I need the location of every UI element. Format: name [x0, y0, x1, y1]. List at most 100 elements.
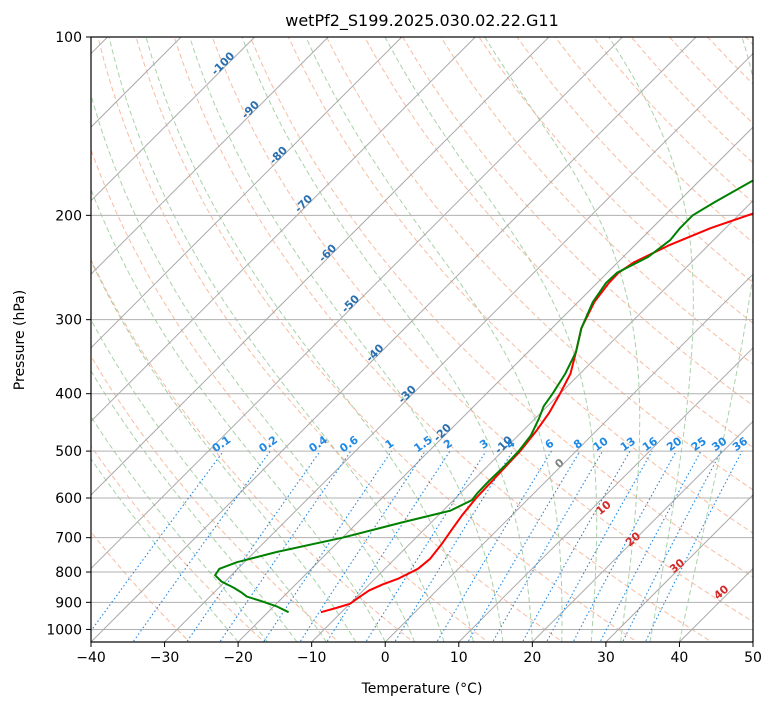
y-tick-label: 600	[55, 491, 82, 507]
moist-adiabat	[384, 37, 598, 642]
y-tick-label: 300	[55, 313, 82, 329]
moist-adiabat	[145, 37, 474, 642]
mixing-ratio-line	[262, 450, 392, 642]
dry-adiabat-label: 40	[711, 582, 731, 602]
mixing-ratio-line	[91, 450, 224, 632]
dry-adiabat	[554, 37, 753, 244]
y-tick-label: 400	[55, 387, 82, 403]
y-tick-label: 800	[55, 565, 82, 581]
x-tick-label: 30	[597, 650, 615, 666]
mixing-ratio-label: 0.1	[210, 433, 233, 455]
dry-adiabat	[287, 37, 753, 534]
x-tick-label: −10	[297, 650, 327, 666]
dry-adiabat	[135, 37, 639, 642]
dry-adiabat	[249, 37, 753, 578]
dry-adiabat	[364, 37, 753, 449]
y-tick-label: 100	[55, 30, 82, 46]
dry-adiabat	[91, 445, 265, 642]
plot-frame	[90, 36, 754, 643]
isotherm-gridline	[311, 199, 753, 642]
isotherm-label: -100	[209, 49, 238, 78]
x-axis-label: Temperature (°C)	[361, 681, 483, 697]
isotherm-label: -60	[316, 241, 339, 264]
dry-adiabat	[744, 37, 753, 46]
dry-adiabat-label: 20	[623, 529, 643, 549]
moist-adiabat	[484, 37, 641, 642]
y-tick-label: 500	[55, 444, 82, 460]
x-tick-label: 0	[381, 650, 390, 666]
isotherm-label: -80	[267, 144, 290, 167]
isotherm-gridline	[91, 37, 623, 570]
dry-adiabat	[668, 37, 753, 125]
isotherm-gridline	[458, 347, 753, 642]
mixing-ratio-line	[644, 450, 743, 642]
y-tick-label: 700	[55, 531, 82, 547]
x-tick-label: 10	[450, 650, 468, 666]
chart-title: wetPf2_S199.2025.030.02.22.G11	[285, 11, 559, 31]
isotherm-gridline	[605, 494, 753, 642]
moist-adiabat	[91, 259, 357, 642]
moist-adiabat	[305, 37, 563, 642]
y-axis-label: Pressure (hPa)	[12, 290, 28, 390]
isotherm-gridline	[91, 37, 476, 423]
dry-adiabat	[630, 37, 753, 164]
mixing-ratio-line	[572, 450, 677, 642]
isotherm-gridline	[164, 52, 753, 642]
x-tick-label: −30	[150, 650, 180, 666]
dry-adiabat	[91, 148, 489, 642]
isotherm-label: -70	[292, 192, 315, 215]
mixing-ratio-label: 6	[543, 437, 557, 452]
isotherm-gridline	[531, 420, 753, 642]
dry-adiabat	[97, 37, 564, 642]
isotherm-label: -90	[239, 98, 262, 121]
moist-adiabat	[108, 37, 445, 642]
mixing-ratio-line	[299, 450, 426, 642]
mixing-ratio-label: 0.6	[337, 433, 361, 455]
y-tick-label: 200	[55, 208, 82, 224]
dry-adiabat-label: 30	[667, 556, 687, 576]
x-tick-label: 50	[744, 650, 762, 666]
moist-adiabat	[91, 318, 327, 642]
mixing-ratio-line	[394, 450, 514, 642]
isotherm-gridline	[237, 126, 753, 642]
y-tick-label: 900	[55, 595, 82, 611]
dry-adiabat-label: 0	[552, 456, 566, 471]
temperature-profile-line	[320, 212, 753, 614]
dewpoint-profile-line	[214, 179, 753, 614]
moist-adiabat	[608, 37, 694, 642]
dry-adiabat	[211, 37, 753, 623]
dry-adiabat	[757, 10, 775, 645]
isotherm-label: -50	[339, 292, 362, 315]
mixing-ratio-line	[132, 450, 271, 642]
mixing-ratio-line	[326, 450, 451, 642]
x-tick-label: 20	[523, 650, 541, 666]
dry-adiabat	[516, 37, 753, 284]
isotherm-gridline	[752, 641, 753, 642]
isotherm-gridline	[91, 37, 550, 496]
mixing-ratio-line	[621, 450, 722, 642]
x-tick-label: −40	[76, 650, 106, 666]
y-tick-label: 1000	[46, 622, 82, 638]
dry-adiabat	[325, 37, 753, 491]
mixing-ratio-line	[365, 450, 487, 642]
moist-adiabat	[241, 37, 533, 642]
isotherm-gridline	[91, 37, 256, 202]
moist-adiabat	[189, 37, 504, 642]
isotherm-label: -20	[431, 421, 454, 444]
isotherm-gridline	[384, 273, 753, 642]
dry-adiabat	[402, 37, 753, 407]
isotherm-gridline	[91, 37, 403, 349]
isotherm-gridline	[91, 37, 697, 642]
mixing-ratio-label: 0.4	[306, 433, 330, 455]
dry-adiabat	[173, 37, 713, 642]
dry-adiabat	[91, 355, 340, 642]
mixing-ratio-line	[219, 450, 352, 642]
moist-adiabat	[91, 457, 239, 642]
isotherm-gridline	[679, 567, 753, 642]
x-tick-label: −20	[223, 650, 253, 666]
isotherm-label: -30	[396, 383, 419, 406]
mixing-ratio-line	[467, 450, 581, 642]
x-tick-label: 40	[671, 650, 689, 666]
moist-adiabat	[678, 37, 753, 642]
